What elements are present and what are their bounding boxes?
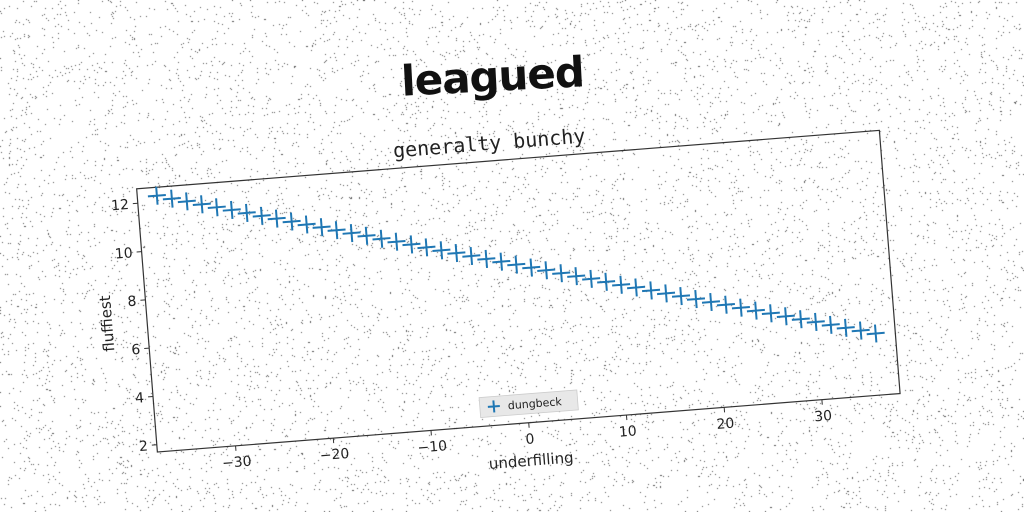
data-point [612, 275, 631, 294]
data-point [642, 281, 661, 300]
x-tick-label: −30 [222, 454, 253, 472]
legend: dungbeck [478, 389, 579, 418]
data-point [177, 192, 196, 211]
y-tick-label: 12 [111, 197, 130, 214]
chart-title: generalty bunchy [392, 123, 586, 162]
data-point [701, 292, 721, 312]
y-axis-ticks: 2 4 6 8 10 12 [111, 197, 157, 455]
data-point [761, 304, 780, 323]
data-point [252, 206, 271, 225]
y-axis-label: fluffiest [96, 295, 118, 353]
data-point [731, 298, 750, 317]
data-point [507, 255, 526, 274]
x-tick-label: 10 [618, 423, 637, 440]
x-axis-label: underfilling [488, 448, 574, 473]
data-point [716, 295, 735, 314]
data-point [447, 243, 466, 263]
x-tick-label: −10 [417, 438, 448, 456]
data-point [791, 310, 810, 329]
data-point [267, 209, 286, 228]
data-point [552, 264, 571, 283]
data-point [806, 312, 825, 331]
data-point [866, 324, 885, 343]
legend-box [478, 389, 579, 418]
data-point [357, 226, 376, 245]
data-point [522, 258, 541, 277]
data-point [237, 203, 256, 222]
x-axis-ticks: −30 −20 −10 0 10 20 30 [222, 399, 833, 472]
data-point [851, 321, 870, 340]
data-point [387, 232, 406, 251]
data-point [477, 249, 496, 268]
data-point [656, 284, 676, 303]
x-tick-label: 0 [525, 431, 535, 448]
data-point [312, 218, 331, 237]
data-point [836, 318, 855, 337]
data-point [282, 212, 301, 231]
data-point [582, 269, 601, 288]
data-point [746, 301, 765, 320]
data-point [147, 186, 166, 205]
data-point [192, 195, 211, 214]
data-point [821, 315, 840, 334]
data-point [342, 224, 361, 243]
y-tick-label: 4 [135, 390, 145, 407]
data-point [162, 189, 181, 208]
y-tick-label: 2 [138, 438, 148, 455]
legend-marker-icon [487, 400, 500, 413]
x-tick-label: −20 [319, 446, 350, 464]
data-point [686, 289, 706, 309]
data-point [492, 252, 511, 271]
data-point [462, 246, 481, 266]
data-point [222, 200, 241, 220]
data-point [776, 307, 795, 326]
data-point [207, 198, 226, 217]
data-point [402, 235, 421, 254]
chart-group: generalty bunchy −30 −20 −10 0 10 20 30 2 4 6 8 10… [96, 123, 901, 473]
data-point [597, 272, 616, 291]
data-point [627, 278, 646, 297]
data-point [297, 215, 316, 234]
x-tick-label: 30 [814, 408, 833, 425]
data-point [432, 241, 451, 260]
data-point [671, 287, 691, 306]
data-points [147, 186, 885, 343]
data-point [567, 267, 586, 286]
data-point [537, 261, 556, 280]
y-tick-label: 10 [114, 245, 133, 262]
x-tick-label: 20 [716, 416, 735, 433]
legend-label: dungbeck [507, 395, 563, 412]
data-point [327, 221, 346, 240]
data-point [417, 238, 436, 257]
y-tick-label: 8 [127, 294, 137, 311]
y-tick-label: 6 [131, 342, 141, 359]
data-point [372, 229, 391, 248]
